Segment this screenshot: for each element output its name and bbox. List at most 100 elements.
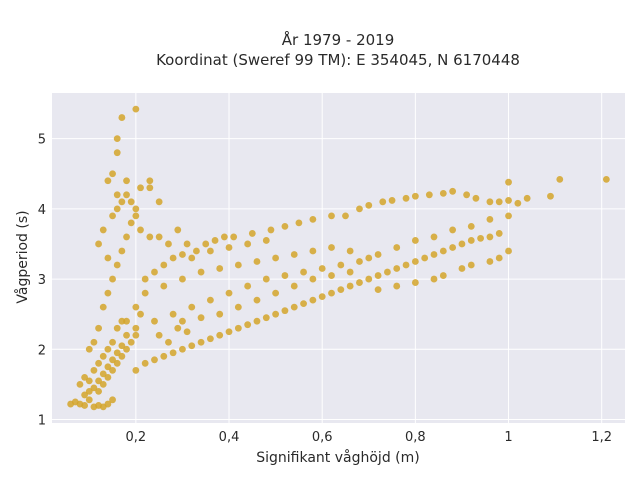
data-point <box>132 303 140 311</box>
data-point <box>197 338 205 346</box>
data-point <box>165 338 172 346</box>
data-point <box>393 282 401 290</box>
data-point <box>127 219 135 227</box>
data-point <box>155 233 163 241</box>
data-point <box>328 212 335 220</box>
data-point <box>411 237 419 244</box>
data-point <box>141 275 149 283</box>
data-point <box>225 289 233 297</box>
data-point <box>123 177 130 185</box>
data-point <box>225 328 233 336</box>
data-point <box>374 286 382 293</box>
data-point <box>547 192 554 200</box>
data-point <box>99 303 107 311</box>
data-point <box>183 240 191 248</box>
data-point <box>458 265 466 272</box>
data-point <box>318 293 326 301</box>
data-point <box>309 275 317 283</box>
data-point <box>109 275 116 283</box>
data-point <box>495 198 503 206</box>
data-point <box>421 254 429 262</box>
data-point <box>155 198 163 206</box>
data-point <box>495 230 503 237</box>
data-point <box>328 272 335 279</box>
data-point <box>309 296 317 304</box>
data-point <box>244 321 252 329</box>
data-point <box>151 317 158 325</box>
data-point <box>113 135 121 143</box>
data-point <box>230 233 238 241</box>
data-point <box>109 356 116 364</box>
data-point <box>118 247 126 255</box>
data-point <box>449 187 457 195</box>
x-axis-ticks: 0,2 0,4 0,6 0,8 1 1,2 <box>126 430 613 445</box>
data-point <box>146 184 154 192</box>
data-point <box>179 317 186 325</box>
data-point <box>328 244 335 251</box>
data-point <box>374 251 382 258</box>
data-point <box>216 265 224 272</box>
data-point <box>272 310 280 318</box>
y-tick-label: 3 <box>38 273 46 288</box>
data-point <box>220 233 228 241</box>
data-point <box>169 254 177 262</box>
data-point <box>113 191 121 199</box>
data-point <box>402 194 410 202</box>
data-points <box>67 105 610 411</box>
data-point <box>179 251 186 258</box>
data-point <box>290 251 298 258</box>
data-point <box>123 345 130 353</box>
data-point <box>95 324 102 332</box>
data-point <box>514 199 522 207</box>
data-point <box>132 366 140 374</box>
x-tick-label: 0,6 <box>312 430 333 445</box>
data-point <box>505 178 512 186</box>
data-point <box>346 268 354 276</box>
data-point <box>430 251 438 258</box>
data-point <box>123 331 130 339</box>
data-point <box>393 265 401 272</box>
data-point <box>146 233 154 241</box>
data-point <box>234 261 242 269</box>
data-point <box>272 254 280 262</box>
data-point <box>216 310 224 318</box>
data-point <box>384 268 391 276</box>
data-point <box>95 359 102 367</box>
y-tick-label: 2 <box>38 343 46 358</box>
data-point <box>281 272 289 279</box>
data-point <box>346 282 354 290</box>
data-point <box>346 247 354 255</box>
data-point <box>206 335 214 343</box>
data-point <box>244 240 252 248</box>
data-point <box>439 272 447 279</box>
data-point <box>411 258 419 265</box>
data-point <box>151 268 158 276</box>
data-point <box>602 175 610 183</box>
data-point <box>76 380 84 388</box>
data-point <box>318 265 326 272</box>
data-point <box>127 198 135 206</box>
data-point <box>225 244 233 251</box>
data-point <box>109 170 116 178</box>
data-point <box>365 254 373 262</box>
data-point <box>99 226 107 234</box>
y-tick-label: 5 <box>38 133 46 148</box>
data-point <box>160 261 168 269</box>
data-point <box>132 205 140 213</box>
data-point <box>523 194 531 202</box>
data-point <box>337 286 345 293</box>
data-point <box>123 233 130 241</box>
data-point <box>425 191 433 199</box>
data-point <box>467 223 475 230</box>
data-point <box>104 254 112 262</box>
data-point <box>165 240 172 248</box>
data-point <box>95 388 102 395</box>
data-point <box>81 373 89 381</box>
data-point <box>113 261 121 269</box>
data-point <box>430 275 438 283</box>
x-tick-label: 0,4 <box>219 430 240 445</box>
data-point <box>295 219 303 227</box>
data-point <box>262 275 270 283</box>
data-point <box>118 114 126 121</box>
